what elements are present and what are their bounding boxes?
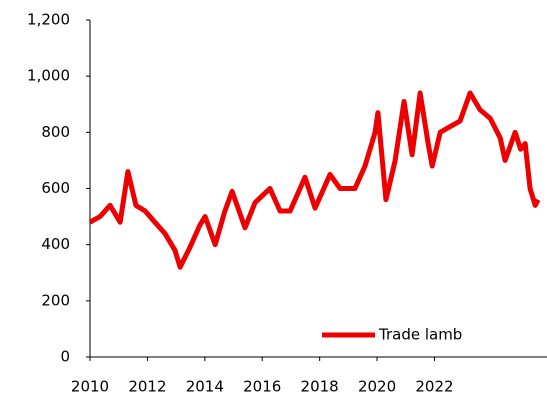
y-tick-label: 0 bbox=[60, 348, 70, 366]
y-tick-label: 800 bbox=[41, 123, 70, 141]
y-tick-label: 1,000 bbox=[27, 67, 70, 85]
legend-label: Trade lamb bbox=[378, 326, 462, 344]
y-tick-label: 400 bbox=[41, 235, 70, 253]
x-tick-label: 2012 bbox=[128, 378, 166, 396]
x-tick-label: 2022 bbox=[415, 378, 453, 396]
x-tick-label: 2020 bbox=[358, 378, 396, 396]
x-tick-label: 2010 bbox=[71, 378, 109, 396]
y-tick-label: 200 bbox=[41, 291, 70, 309]
x-tick-label: 2018 bbox=[301, 378, 339, 396]
y-tick-label: 600 bbox=[41, 179, 70, 197]
y-tick-label: 1,200 bbox=[27, 11, 70, 29]
x-tick-label: 2014 bbox=[186, 378, 224, 396]
x-tick-label: 2016 bbox=[243, 378, 281, 396]
data-line bbox=[88, 90, 541, 270]
